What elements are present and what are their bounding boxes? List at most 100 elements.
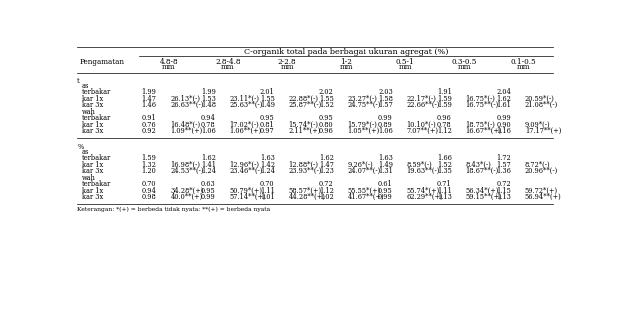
Text: 8.43*(-): 8.43*(-) bbox=[466, 161, 492, 169]
Text: 1.99: 1.99 bbox=[142, 88, 157, 96]
Text: 26.13*(-): 26.13*(-) bbox=[170, 95, 201, 103]
Text: 22.66**(-): 22.66**(-) bbox=[407, 101, 440, 109]
Text: 57.14**(+): 57.14**(+) bbox=[230, 193, 266, 201]
Text: 1.02: 1.02 bbox=[319, 193, 334, 201]
Text: kar 1x: kar 1x bbox=[82, 161, 103, 169]
Text: 0.95: 0.95 bbox=[260, 114, 275, 122]
Text: 1.35: 1.35 bbox=[437, 167, 452, 175]
Text: 0.95: 0.95 bbox=[319, 114, 334, 122]
Text: 19.63**(-): 19.63**(-) bbox=[407, 167, 440, 175]
Text: t: t bbox=[77, 77, 80, 85]
Text: 2.11**(+): 2.11**(+) bbox=[288, 127, 321, 135]
Text: 0.70: 0.70 bbox=[260, 180, 275, 188]
Text: 1-2: 1-2 bbox=[340, 58, 352, 66]
Text: 0.89: 0.89 bbox=[378, 121, 393, 129]
Text: 2-2.8: 2-2.8 bbox=[278, 58, 296, 66]
Text: 50.79*(+): 50.79*(+) bbox=[230, 186, 262, 194]
Text: 1.05**(+): 1.05**(+) bbox=[347, 127, 380, 135]
Text: terbakar: terbakar bbox=[82, 114, 111, 122]
Text: 0.96: 0.96 bbox=[319, 127, 334, 135]
Text: 16.75*(-): 16.75*(-) bbox=[466, 95, 495, 103]
Text: 1.48: 1.48 bbox=[201, 101, 216, 109]
Text: 25.63**(-): 25.63**(-) bbox=[230, 101, 263, 109]
Text: wah: wah bbox=[82, 174, 96, 182]
Text: 26.63**(-): 26.63**(-) bbox=[170, 101, 204, 109]
Text: 24.53**(-): 24.53**(-) bbox=[170, 167, 204, 175]
Text: 41.67**(+): 41.67**(+) bbox=[347, 193, 384, 201]
Text: 21.08**(-): 21.08**(-) bbox=[525, 101, 558, 109]
Text: 55.55*(+): 55.55*(+) bbox=[347, 186, 381, 194]
Text: 16.67**(+): 16.67**(+) bbox=[466, 127, 502, 135]
Text: 1.24: 1.24 bbox=[260, 167, 275, 175]
Text: 1.41: 1.41 bbox=[201, 161, 216, 169]
Text: 1.57: 1.57 bbox=[378, 101, 393, 109]
Text: 1.24: 1.24 bbox=[201, 167, 216, 175]
Text: 23.93**(-): 23.93**(-) bbox=[288, 167, 322, 175]
Text: 2.01: 2.01 bbox=[260, 88, 275, 96]
Text: 56.94**(+): 56.94**(+) bbox=[525, 193, 561, 201]
Text: 1.06: 1.06 bbox=[378, 127, 393, 135]
Text: mm: mm bbox=[162, 63, 176, 71]
Text: as: as bbox=[82, 82, 89, 90]
Text: kar 3x: kar 3x bbox=[82, 167, 103, 175]
Text: 1.12: 1.12 bbox=[319, 186, 334, 194]
Text: 0.91: 0.91 bbox=[142, 114, 157, 122]
Text: 0.94: 0.94 bbox=[142, 186, 157, 194]
Text: 58.57*(+): 58.57*(+) bbox=[288, 186, 321, 194]
Text: 1.49: 1.49 bbox=[260, 101, 275, 109]
Text: 0.95: 0.95 bbox=[201, 186, 215, 194]
Text: 1.01: 1.01 bbox=[260, 193, 275, 201]
Text: 1.13: 1.13 bbox=[437, 193, 452, 201]
Text: 1.63: 1.63 bbox=[260, 154, 275, 162]
Text: Pengamatan: Pengamatan bbox=[80, 58, 125, 66]
Text: 8.72*(-): 8.72*(-) bbox=[525, 161, 550, 169]
Text: kar 3x: kar 3x bbox=[82, 127, 103, 135]
Text: 0.71: 0.71 bbox=[437, 180, 452, 188]
Text: mm: mm bbox=[280, 63, 294, 71]
Text: 20.59*(-): 20.59*(-) bbox=[525, 95, 555, 103]
Text: 23.11*(-): 23.11*(-) bbox=[230, 95, 259, 103]
Text: 1.53: 1.53 bbox=[201, 95, 216, 103]
Text: 34.28*(+): 34.28*(+) bbox=[170, 186, 204, 194]
Text: 1.42: 1.42 bbox=[260, 161, 275, 169]
Text: 0.72: 0.72 bbox=[496, 180, 511, 188]
Text: 17.02*(-): 17.02*(-) bbox=[230, 121, 259, 129]
Text: 40.0**(+): 40.0**(+) bbox=[170, 193, 202, 201]
Text: terbakar: terbakar bbox=[82, 88, 111, 96]
Text: 1.57: 1.57 bbox=[496, 161, 511, 169]
Text: 0.98: 0.98 bbox=[142, 193, 157, 201]
Text: %: % bbox=[77, 143, 83, 151]
Text: 0.96: 0.96 bbox=[437, 114, 452, 122]
Text: 0.63: 0.63 bbox=[201, 180, 215, 188]
Text: 24.07**(-): 24.07**(-) bbox=[347, 167, 381, 175]
Text: 1.59: 1.59 bbox=[437, 101, 452, 109]
Text: mm: mm bbox=[221, 63, 234, 71]
Text: 1.58: 1.58 bbox=[378, 95, 393, 103]
Text: 1.49: 1.49 bbox=[378, 161, 393, 169]
Text: 0.99: 0.99 bbox=[378, 114, 393, 122]
Text: 23.27*(-): 23.27*(-) bbox=[347, 95, 378, 103]
Text: 7.07**(+): 7.07**(+) bbox=[407, 127, 439, 135]
Text: 1.06**(+): 1.06**(+) bbox=[230, 127, 262, 135]
Text: 1.66: 1.66 bbox=[437, 154, 452, 162]
Text: 1.09**(+): 1.09**(+) bbox=[170, 127, 202, 135]
Text: 0.99: 0.99 bbox=[496, 114, 511, 122]
Text: 1.06: 1.06 bbox=[201, 127, 215, 135]
Text: 2.8-4.8: 2.8-4.8 bbox=[215, 58, 241, 66]
Text: 0.61: 0.61 bbox=[378, 180, 393, 188]
Text: 1.62: 1.62 bbox=[496, 95, 511, 103]
Text: 1.63: 1.63 bbox=[378, 154, 393, 162]
Text: 1.72: 1.72 bbox=[496, 154, 511, 162]
Text: 9.09*(-): 9.09*(-) bbox=[525, 121, 550, 129]
Text: 12.88*(-): 12.88*(-) bbox=[288, 161, 318, 169]
Text: 0.1-0.5: 0.1-0.5 bbox=[510, 58, 536, 66]
Text: Keterangan: *(+) = berbeda tidak nyata; **(+) = berbeda nyata: Keterangan: *(+) = berbeda tidak nyata; … bbox=[77, 207, 270, 212]
Text: 4.8-8: 4.8-8 bbox=[160, 58, 178, 66]
Text: 0.81: 0.81 bbox=[260, 121, 275, 129]
Text: 16.98*(-): 16.98*(-) bbox=[170, 161, 201, 169]
Text: terbakar: terbakar bbox=[82, 180, 111, 188]
Text: 22.88*(-): 22.88*(-) bbox=[288, 95, 318, 103]
Text: 44.28**(+): 44.28**(+) bbox=[288, 193, 325, 201]
Text: 8.59*(-): 8.59*(-) bbox=[407, 161, 433, 169]
Text: kar 3x: kar 3x bbox=[82, 193, 103, 201]
